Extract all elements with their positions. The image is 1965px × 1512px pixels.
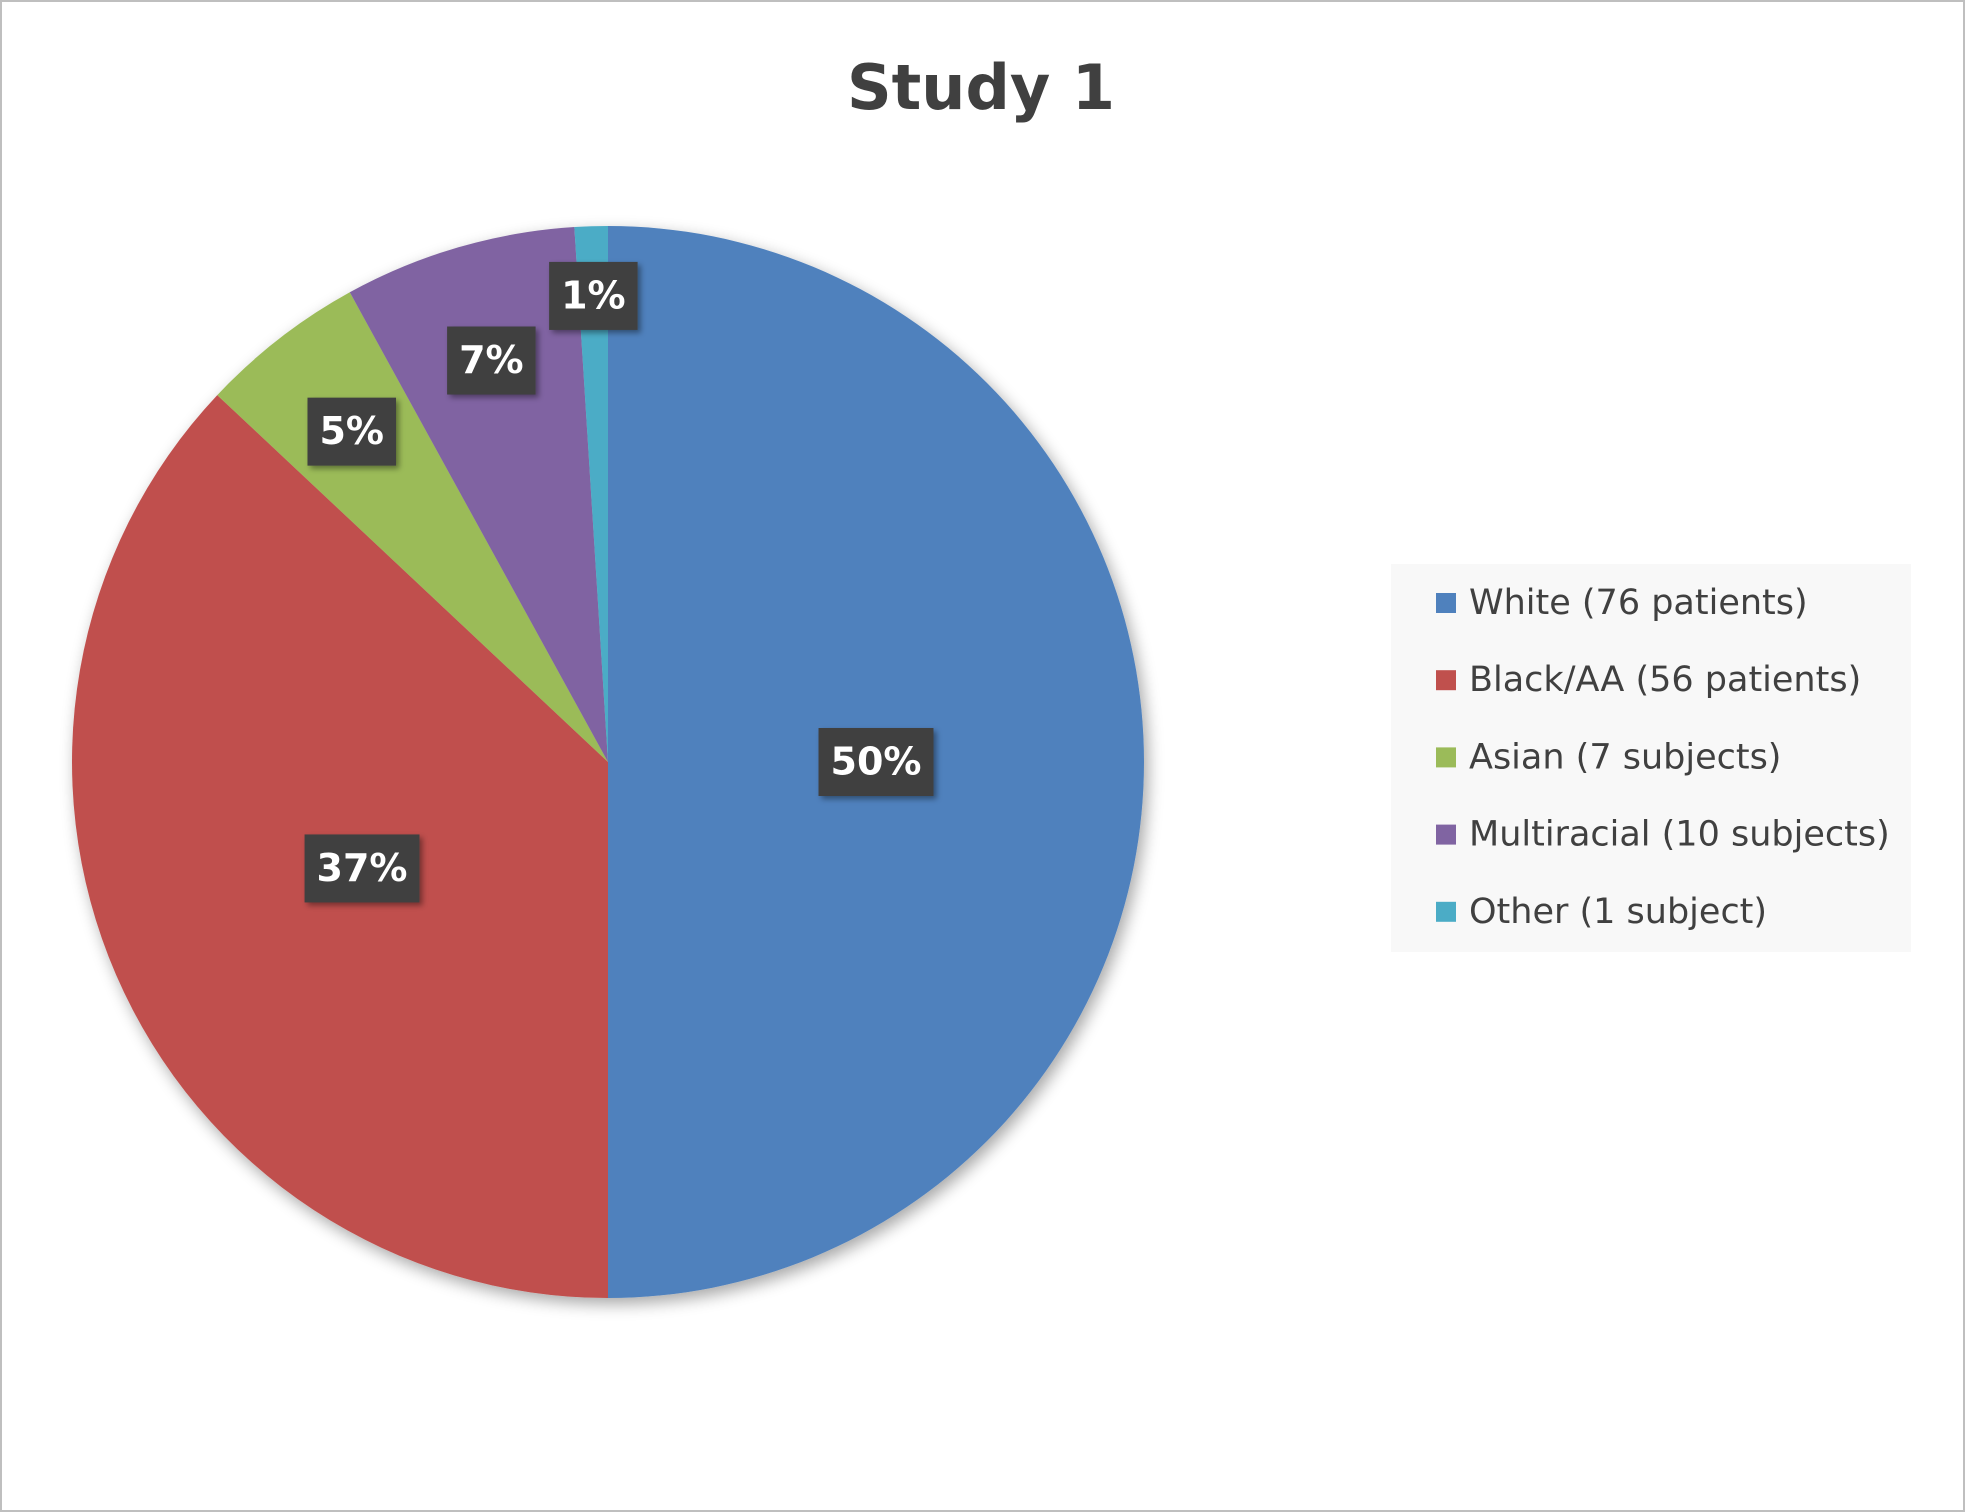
data-label-box: [447, 326, 536, 395]
data-label-box: [307, 397, 397, 466]
legend-label: White (76 patients): [1469, 583, 1808, 623]
pie: [71, 226, 1144, 1298]
data-label-text: 50%: [831, 740, 922, 784]
data-label-text: 37%: [317, 846, 408, 890]
data-label-box: [818, 728, 934, 796]
legend-marker: [1436, 901, 1456, 922]
legend-box: [1391, 564, 1911, 952]
data-label: 50%: [818, 728, 934, 796]
pie-slice: [349, 227, 608, 762]
legend-label: Asian (7 subjects): [1469, 737, 1781, 777]
legend-marker: [1436, 747, 1456, 768]
data-label-box: [549, 261, 638, 330]
legend-marker: [1436, 593, 1456, 613]
data-label: 5%: [307, 397, 397, 466]
legend-label: Black/AA (56 patients): [1469, 660, 1861, 700]
data-label-text: 7%: [459, 338, 524, 382]
data-label: 7%: [447, 326, 536, 395]
data-label: 1%: [549, 261, 638, 330]
chart-title: Study 1: [847, 51, 1115, 124]
legend-label: Other (1 subject): [1469, 892, 1767, 932]
legend-marker: [1436, 670, 1456, 691]
data-label-text: 5%: [319, 409, 384, 453]
legend-label: Multiracial (10 subjects): [1469, 815, 1890, 855]
data-label: 37%: [304, 834, 420, 903]
legend-marker: [1436, 824, 1456, 845]
data-label-text: 1%: [561, 273, 626, 317]
pie-slice: [574, 226, 608, 762]
data-label-box: [304, 834, 420, 903]
